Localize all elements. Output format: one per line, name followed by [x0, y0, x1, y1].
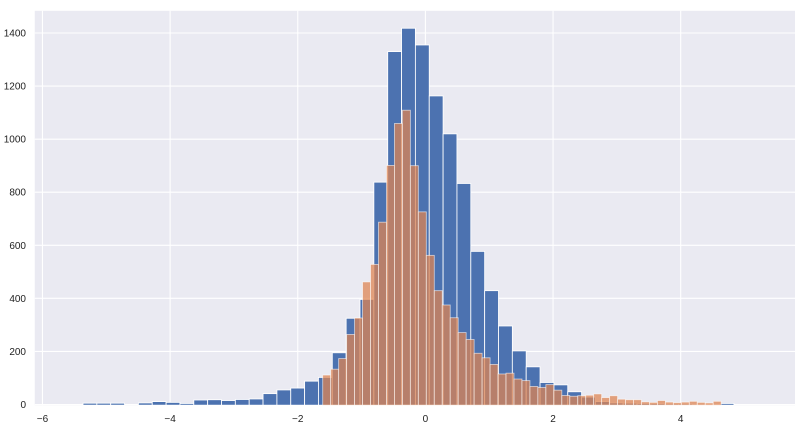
- svg-text:−4: −4: [164, 414, 176, 425]
- svg-text:1000: 1000: [4, 135, 27, 146]
- svg-text:0: 0: [20, 400, 26, 411]
- svg-text:4: 4: [678, 414, 684, 425]
- svg-text:200: 200: [9, 347, 26, 358]
- svg-text:−6: −6: [37, 414, 49, 425]
- svg-text:−2: −2: [292, 414, 304, 425]
- svg-text:400: 400: [9, 294, 26, 305]
- svg-text:600: 600: [9, 241, 26, 252]
- svg-text:0: 0: [423, 414, 429, 425]
- svg-text:800: 800: [9, 188, 26, 199]
- svg-text:1200: 1200: [4, 82, 27, 93]
- svg-text:1400: 1400: [4, 29, 27, 40]
- svg-text:2: 2: [550, 414, 556, 425]
